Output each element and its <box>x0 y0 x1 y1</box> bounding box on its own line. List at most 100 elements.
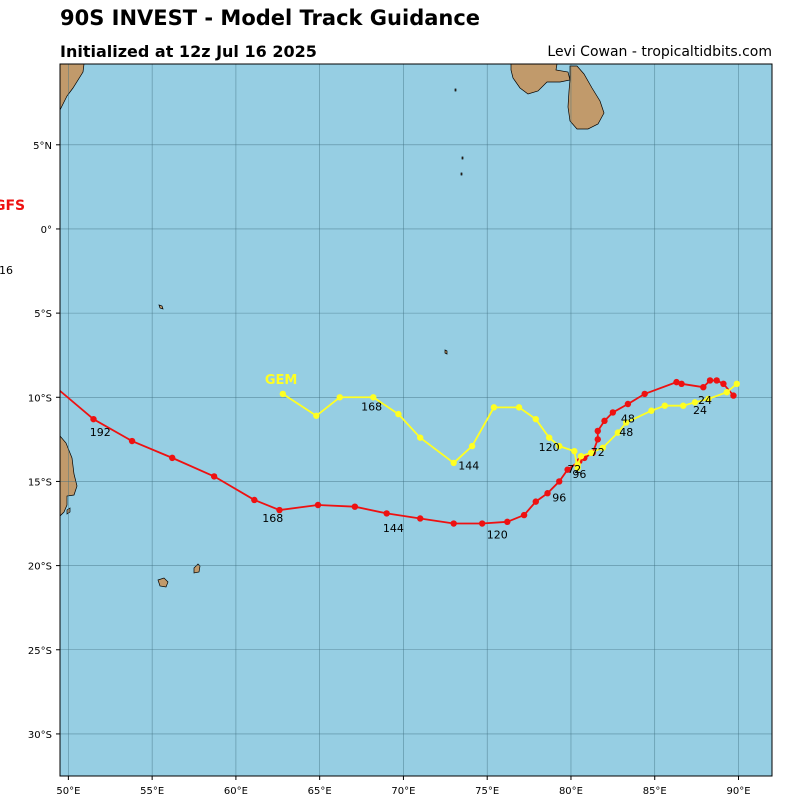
gfs-track-point <box>544 490 551 497</box>
gfs-hour-label: 24 <box>698 394 712 407</box>
gem-track-point <box>733 380 741 388</box>
lon-tick-label: 55°E <box>140 786 164 797</box>
gfs-track-point <box>601 417 608 425</box>
gfs-hour-label: 192 <box>90 426 111 439</box>
gem-hour-label: 24 <box>693 404 707 417</box>
credit-text: Levi Cowan - tropicaltidbits.com <box>547 44 772 60</box>
lat-tick-label: 10°S <box>28 393 52 404</box>
gem-track-point <box>599 444 606 451</box>
ocean-background <box>60 64 772 776</box>
gfs-track-point <box>351 503 359 510</box>
gfs-track-point <box>520 511 528 519</box>
gem-hour-label: 168 <box>361 401 382 414</box>
land-maldives-1 <box>461 156 464 160</box>
gfs-track-point <box>90 415 97 423</box>
gem-track-point <box>515 404 523 411</box>
gem-track-point <box>370 394 377 401</box>
map-title: 90S INVEST - Model Track Guidance <box>60 6 481 30</box>
gfs-track-point <box>678 380 685 388</box>
gfs-track-point <box>700 383 707 391</box>
gfs-track-point <box>251 496 258 504</box>
lon-tick-label: 80°E <box>559 786 583 797</box>
lat-tick-label: 0° <box>41 225 52 236</box>
gem-track-point <box>313 412 320 419</box>
lat-tick-label: 30°S <box>28 730 52 741</box>
gem-model-label: GEM <box>265 373 298 388</box>
axis-ticks: 50°E 55°E 60°E 65°E 70°E 75°E 80°E 85°E 90°E 5°N 0… <box>28 141 751 797</box>
land-india-tip <box>510 64 571 95</box>
gem-track-point <box>680 402 687 409</box>
gfs-track-point <box>416 515 424 522</box>
gfs-legend-label: GFS <box>0 198 26 214</box>
gfs-legend-sublabel: 16 <box>0 264 13 277</box>
lon-tick-label: 50°E <box>56 786 80 797</box>
gfs-hour-label: 144 <box>383 522 404 535</box>
gfs-track-point <box>706 377 714 384</box>
gfs-hour-label: 168 <box>262 512 283 525</box>
gfs-track-point <box>624 400 632 408</box>
gfs-track-point <box>128 437 136 445</box>
land-maldives-3 <box>454 88 457 92</box>
gem-hour-label: 144 <box>458 460 479 473</box>
gfs-hour-label: 120 <box>487 529 508 542</box>
gfs-track-point <box>48 381 54 387</box>
gfs-track-point <box>713 377 720 384</box>
lon-tick-label: 60°E <box>224 786 248 797</box>
gem-track-point <box>416 434 424 441</box>
gfs-hour-label: 48 <box>621 413 635 426</box>
land-reunion <box>157 577 169 588</box>
gfs-track-point <box>314 501 322 509</box>
gem-track-point <box>577 452 585 460</box>
gfs-track-point <box>450 520 457 527</box>
gfs-track-point <box>276 506 283 514</box>
gem-track-point <box>614 429 622 436</box>
gem-hour-label: 96 <box>572 468 586 481</box>
land-sri-lanka <box>567 65 605 130</box>
land-chagos <box>444 349 448 355</box>
gem-track-point <box>571 447 578 455</box>
gfs-track-point <box>210 473 218 480</box>
lat-tick-label: 15°S <box>28 477 52 488</box>
land-mauritius <box>193 563 201 574</box>
gem-track-point <box>574 464 581 472</box>
gem-track-point <box>545 434 553 441</box>
lon-tick-label: 75°E <box>475 786 499 797</box>
gem-track-point <box>336 394 343 401</box>
gem-track-point <box>279 390 287 398</box>
map-frame <box>59 63 773 777</box>
lon-tick-label: 90°E <box>726 786 750 797</box>
gfs-track-point <box>169 454 176 462</box>
lat-tick-label: 25°S <box>28 646 52 657</box>
gem-track-point <box>587 449 595 457</box>
gem-track-point <box>450 459 457 467</box>
gem-track-point <box>623 419 630 426</box>
land-seychelles <box>158 304 164 310</box>
gfs-track-point <box>730 392 737 399</box>
gfs-track-point <box>564 466 571 473</box>
gem-track-point <box>648 407 655 414</box>
gem-track-point <box>723 389 730 396</box>
lon-tick-label: 65°E <box>308 786 332 797</box>
gfs-track-point <box>641 390 648 398</box>
gfs-track-point <box>594 427 601 435</box>
gem-hour-label: 120 <box>539 441 560 454</box>
gem-track-point <box>532 415 539 423</box>
lon-tick-label: 70°E <box>391 786 415 797</box>
gem-track-point <box>556 442 563 450</box>
gfs-track-point <box>504 518 511 526</box>
lat-tick-label: 5°N <box>33 141 52 152</box>
gem-hour-label: 72 <box>591 446 605 459</box>
gem-track-point <box>468 442 476 450</box>
gem-track-line <box>282 383 738 469</box>
gfs-track-point <box>478 520 486 527</box>
gfs-track-point <box>594 436 601 443</box>
model-tracks <box>48 377 741 527</box>
lat-tick-label: 20°S <box>28 562 52 573</box>
gem-track-point <box>705 395 712 403</box>
gfs-track-point <box>673 378 680 386</box>
gem-track-point <box>395 410 402 418</box>
gfs-track-point <box>383 510 390 517</box>
gem-track-point <box>490 404 498 411</box>
